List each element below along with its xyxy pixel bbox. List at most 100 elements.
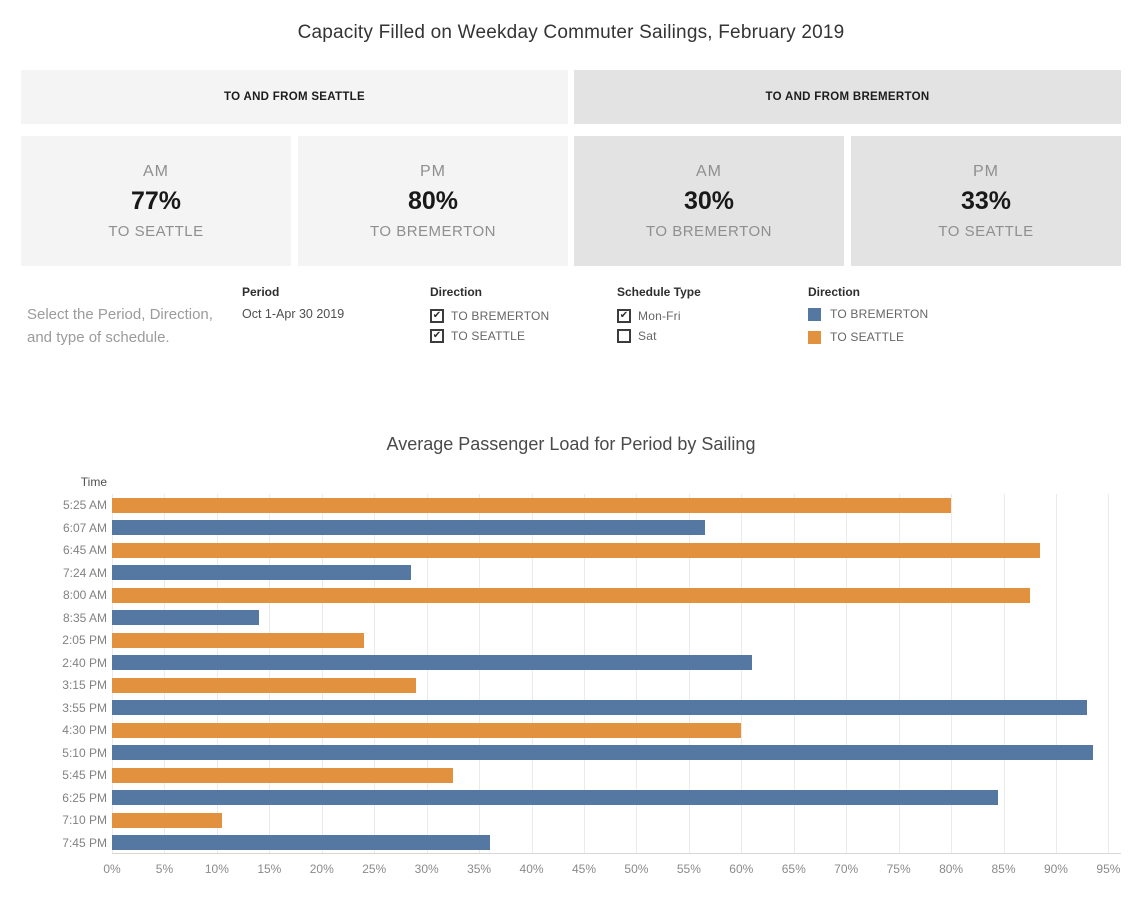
bar-track: [112, 565, 1121, 581]
legend-swatch-icon: [808, 307, 821, 321]
bar-track: [112, 767, 1121, 783]
bar-track: [112, 677, 1121, 693]
checkbox-label: Mon-Fri: [638, 308, 681, 323]
x-axis: 0% 5% 10% 15% 20% 25% 30% 35% 40% 45% 50% 55% 60% 65%…: [103, 854, 1121, 878]
row-time-label: 5:25 AM: [62, 498, 107, 513]
gridline: [321, 494, 323, 853]
bar-to-bremerton[interactable]: [112, 790, 999, 806]
period-filter-value[interactable]: Oct 1-Apr 30 2019: [242, 307, 345, 321]
checkbox-row-to-seattle[interactable]: ✔ TO SEATTLE: [430, 326, 549, 345]
section-seattle-cards: AM 77% TO SEATTLE PM 80% TO BREMERTON: [21, 136, 568, 266]
gridline: [688, 494, 690, 853]
gridline: [741, 494, 743, 853]
gridline: [112, 494, 113, 853]
legend-item-label: TO BREMERTON: [830, 307, 929, 321]
checkbox-label: TO BREMERTON: [451, 308, 550, 323]
row-time-label: 3:15 PM: [62, 678, 107, 693]
period-filter: Period Oct 1-Apr 30 2019: [242, 285, 344, 321]
checkbox-row-to-bremerton[interactable]: ✔ TO BREMERTON: [430, 306, 549, 325]
chart-row: 7:24 AM: [21, 562, 1121, 585]
x-tick-label: 15%: [257, 862, 282, 876]
x-tick-label: 55%: [676, 862, 701, 876]
gridline: [846, 494, 848, 853]
row-time-label: 7:10 PM: [62, 813, 107, 828]
gridline: [531, 494, 533, 853]
checkbox-row-sat[interactable]: Sat: [617, 326, 701, 345]
bar-to-seattle[interactable]: [112, 812, 223, 828]
chart-row: 7:45 PM: [21, 832, 1121, 855]
checkbox-row-mon-fri[interactable]: ✔ Mon-Fri: [617, 306, 701, 325]
chart-title: Average Passenger Load for Period by Sai…: [386, 434, 756, 454]
bar-to-seattle[interactable]: [112, 677, 417, 693]
bar-track: [112, 587, 1121, 603]
gridline: [583, 494, 585, 853]
bar-track: [112, 722, 1121, 738]
gridline: [1108, 494, 1110, 853]
bar-to-bremerton[interactable]: [112, 700, 1088, 716]
row-time-label: 2:05 PM: [62, 633, 107, 648]
section-bremerton-cards: AM 30% TO BREMERTON PM 33% TO SEATTLE: [574, 136, 1121, 266]
period-filter-label: Period: [242, 285, 280, 299]
chart-row: 6:45 AM: [21, 539, 1121, 562]
kpi-value: 30%: [683, 186, 735, 215]
chart-body: 5:25 AM 6:07 AM 6:45 AM 7:24 AM 8:00 AM 8:35 …: [21, 494, 1121, 854]
kpi-value: 77%: [130, 186, 182, 215]
bar-track: [112, 610, 1121, 626]
x-tick-label: 90%: [1043, 862, 1068, 876]
bar-to-seattle[interactable]: [112, 542, 1041, 558]
checkbox-icon[interactable]: ✔: [430, 308, 444, 323]
direction-filter: Direction ✔ TO BREMERTON ✔ TO SEATTLE: [430, 285, 549, 345]
bar-to-seattle[interactable]: [112, 497, 952, 513]
kpi-card-bremerton-pm: PM 33% TO SEATTLE: [851, 136, 1121, 266]
bar-track: [112, 632, 1121, 648]
bar-to-bremerton[interactable]: [112, 565, 411, 581]
bar-to-bremerton[interactable]: [112, 745, 1093, 761]
bar-to-seattle[interactable]: [112, 722, 742, 738]
gridline: [793, 494, 795, 853]
kpi-sections: TO AND FROM SEATTLE AM 77% TO SEATTLE PM…: [21, 70, 1121, 266]
chart-row: 6:07 AM: [21, 517, 1121, 540]
gridline: [216, 494, 218, 853]
x-tick-label: 95%: [1096, 862, 1121, 876]
x-tick-label: 35%: [467, 862, 492, 876]
kpi-card-seattle-pm: PM 80% TO BREMERTON: [298, 136, 568, 266]
checkbox-icon[interactable]: ✔: [617, 308, 631, 323]
bar-to-seattle[interactable]: [112, 767, 453, 783]
bar-to-seattle[interactable]: [112, 632, 364, 648]
section-bremerton: TO AND FROM BREMERTON AM 30% TO BREMERTO…: [574, 70, 1121, 266]
bar-to-seattle[interactable]: [112, 587, 1030, 603]
filters-row: Select the Period, Direction, and type o…: [21, 282, 1121, 400]
bar-track: [112, 835, 1121, 851]
legend-item-to-bremerton[interactable]: TO BREMERTON: [808, 306, 928, 322]
kpi-direction: TO SEATTLE: [108, 222, 204, 240]
chart-row: 4:30 PM: [21, 719, 1121, 742]
bar-track: [112, 812, 1121, 828]
checkbox-icon[interactable]: [617, 328, 631, 343]
legend-item-to-seattle[interactable]: TO SEATTLE: [808, 329, 928, 345]
gridline: [426, 494, 428, 853]
gridline: [1055, 494, 1057, 853]
row-time-label: 7:45 PM: [62, 835, 107, 850]
x-tick-label: 60%: [729, 862, 754, 876]
kpi-direction: TO BREMERTON: [369, 222, 497, 240]
row-time-label: 8:00 AM: [62, 588, 107, 603]
direction-filter-label: Direction: [430, 285, 483, 299]
row-time-label: 2:40 PM: [62, 655, 107, 670]
kpi-period: PM: [420, 162, 446, 180]
row-time-label: 5:45 PM: [62, 768, 107, 783]
bar-to-bremerton[interactable]: [112, 610, 259, 626]
gridline: [374, 494, 376, 853]
chart-row: 7:10 PM: [21, 809, 1121, 832]
x-tick-label: 0%: [103, 862, 121, 876]
x-tick-label: 30%: [414, 862, 439, 876]
bar-to-bremerton[interactable]: [112, 520, 705, 536]
bar-to-bremerton[interactable]: [112, 835, 490, 851]
checkbox-icon[interactable]: ✔: [430, 328, 444, 343]
bar-track: [112, 520, 1121, 536]
bar-to-bremerton[interactable]: [112, 655, 752, 671]
kpi-card-bremerton-am: AM 30% TO BREMERTON: [574, 136, 844, 266]
row-time-label: 6:25 PM: [62, 790, 107, 805]
legend-item-label: TO SEATTLE: [830, 330, 905, 344]
kpi-card-seattle-am: AM 77% TO SEATTLE: [21, 136, 291, 266]
